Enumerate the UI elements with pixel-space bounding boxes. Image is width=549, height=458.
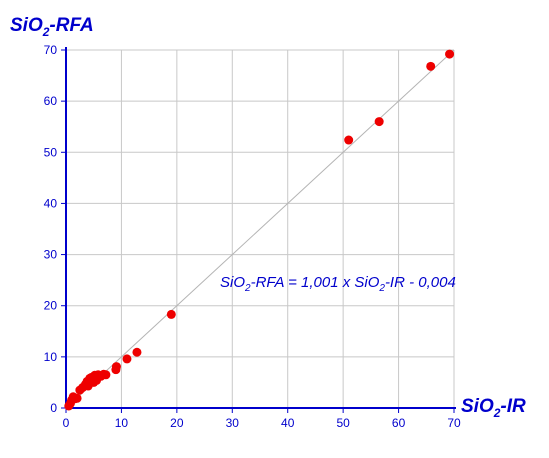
grid xyxy=(66,49,455,408)
data-point xyxy=(101,370,111,380)
y-tick-label: 50 xyxy=(44,145,58,159)
x-ticks: 0 10 20 30 40 50 60 70 xyxy=(63,408,461,430)
data-point xyxy=(445,49,455,59)
regression-line xyxy=(65,49,455,409)
y-tick-label: 0 xyxy=(50,401,57,415)
data-point xyxy=(426,61,436,71)
x-axis-label: SiO2-IR xyxy=(461,396,526,420)
data-point xyxy=(374,117,384,127)
x-tick-label: 60 xyxy=(392,416,406,430)
data-point xyxy=(111,362,121,372)
y-tick-label: 40 xyxy=(44,196,58,210)
y-tick-label: 20 xyxy=(44,299,58,313)
x-tick-label: 70 xyxy=(447,416,461,430)
y-tick-label: 30 xyxy=(44,248,58,262)
data-point xyxy=(166,309,176,319)
data-point xyxy=(122,354,132,364)
y-tick-label: 60 xyxy=(44,94,58,108)
axes xyxy=(65,47,456,409)
x-tick-label: 50 xyxy=(336,416,350,430)
y-axis-label: SiO2-RFA xyxy=(10,15,94,39)
x-tick-label: 40 xyxy=(281,416,295,430)
x-tick-label: 20 xyxy=(170,416,184,430)
regression-equation: SiO2-RFA = 1,001 x SiO2-IR - 0,004 xyxy=(220,274,456,294)
data-point xyxy=(72,393,82,403)
y-tick-label: 70 xyxy=(44,43,58,57)
data-points xyxy=(64,49,455,411)
data-point xyxy=(344,135,354,145)
y-tick-label: 10 xyxy=(44,350,58,364)
x-tick-label: 0 xyxy=(63,416,70,430)
x-tick-label: 10 xyxy=(115,416,129,430)
x-tick-label: 30 xyxy=(226,416,240,430)
data-point xyxy=(132,347,142,357)
y-ticks: 0 10 20 30 40 50 60 70 xyxy=(44,43,66,415)
